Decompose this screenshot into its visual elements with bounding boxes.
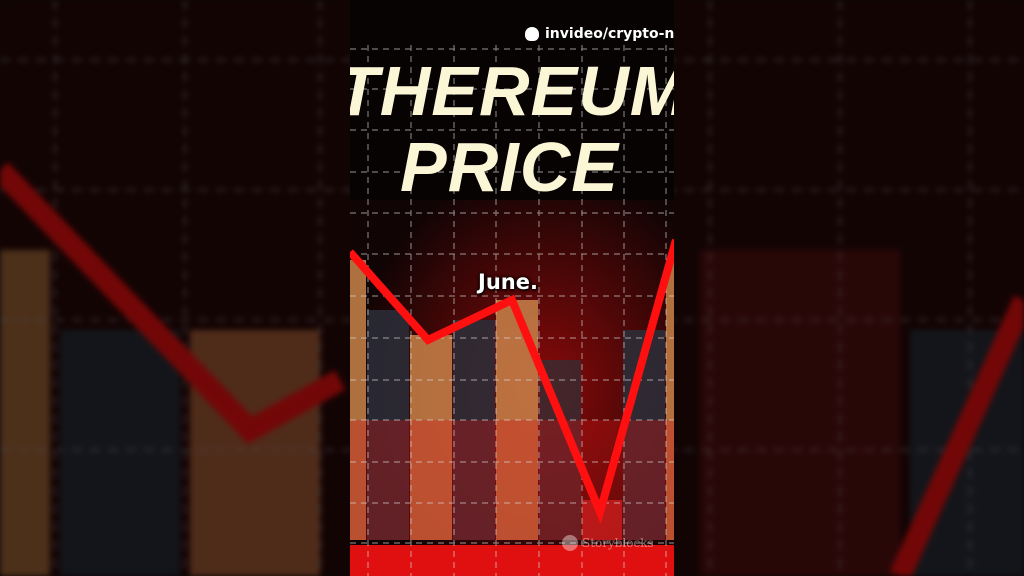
invideo-logo-icon <box>525 27 539 41</box>
price-chart-graphic <box>350 0 674 576</box>
title-line-2: PRICE <box>400 128 619 206</box>
subtitle-caption: June. <box>478 270 538 294</box>
grid-lines <box>350 45 674 576</box>
storyblocks-watermark: Storyblocks <box>562 535 654 551</box>
title-line-1: THEREUM <box>350 52 674 130</box>
watermark-text: invideo/crypto-ne <box>545 26 674 42</box>
video-frame[interactable]: invideo/crypto-ne THEREUM PRICE June. St… <box>350 0 674 576</box>
price-line <box>350 238 674 525</box>
invideo-watermark: invideo/crypto-ne <box>525 26 674 42</box>
storyblocks-text: Storyblocks <box>582 536 654 550</box>
storyblocks-logo-icon <box>562 535 578 551</box>
